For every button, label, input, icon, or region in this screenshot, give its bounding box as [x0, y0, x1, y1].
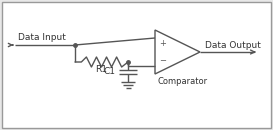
Text: Comparator: Comparator: [157, 77, 207, 86]
Text: Data Input: Data Input: [18, 33, 66, 42]
FancyBboxPatch shape: [2, 2, 271, 128]
Text: −: −: [159, 56, 166, 65]
Text: R1: R1: [96, 65, 108, 74]
Text: +: +: [159, 39, 166, 48]
Text: C1: C1: [104, 67, 116, 76]
Text: Data Output: Data Output: [205, 41, 261, 50]
